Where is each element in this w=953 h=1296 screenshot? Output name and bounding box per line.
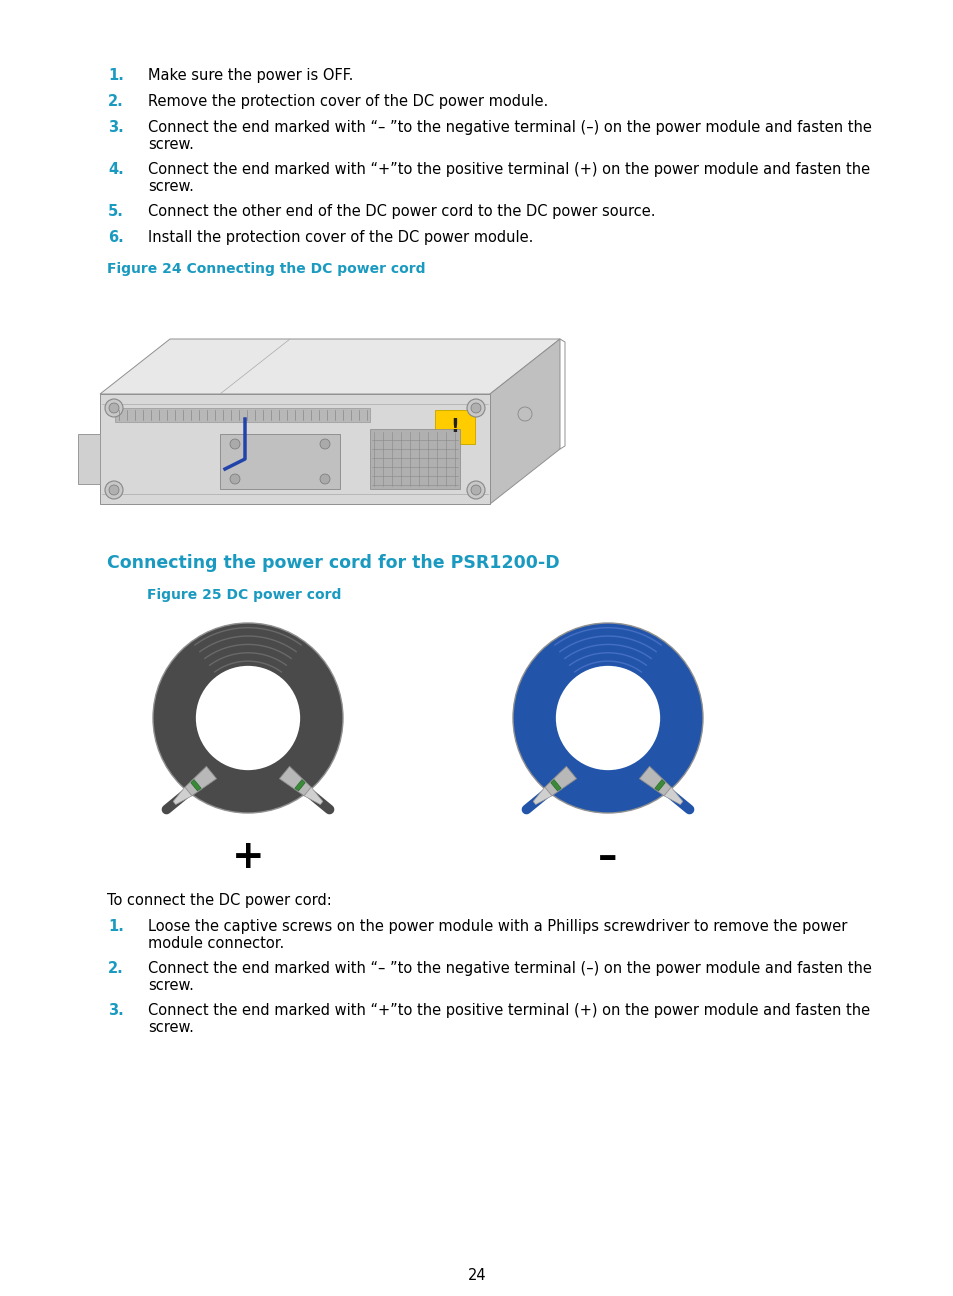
Text: Connect the other end of the DC power cord to the DC power source.: Connect the other end of the DC power co… (148, 203, 655, 219)
Circle shape (109, 485, 119, 495)
Circle shape (230, 439, 240, 448)
Text: Connect the end marked with “– ”to the negative terminal (–) on the power module: Connect the end marked with “– ”to the n… (148, 121, 871, 135)
Text: Connect the end marked with “+”to the positive terminal (+) on the power module : Connect the end marked with “+”to the po… (148, 162, 869, 178)
Text: 24: 24 (467, 1267, 486, 1283)
Polygon shape (173, 787, 192, 805)
FancyBboxPatch shape (78, 434, 100, 483)
Polygon shape (533, 787, 551, 805)
Circle shape (105, 399, 123, 417)
Text: Loose the captive screws on the power module with a Phillips screwdriver to remo: Loose the captive screws on the power mo… (148, 919, 846, 934)
Text: Figure 25 DC power cord: Figure 25 DC power cord (147, 588, 341, 603)
Polygon shape (294, 780, 305, 791)
Circle shape (105, 481, 123, 499)
Text: Connect the end marked with “– ”to the negative terminal (–) on the power module: Connect the end marked with “– ”to the n… (148, 962, 871, 976)
Text: 3.: 3. (108, 1003, 124, 1017)
Text: screw.: screw. (148, 137, 193, 152)
Circle shape (109, 403, 119, 413)
Text: 2.: 2. (108, 95, 124, 109)
Text: 1.: 1. (108, 67, 124, 83)
Text: screw.: screw. (148, 179, 193, 194)
Polygon shape (304, 787, 322, 805)
Circle shape (319, 439, 330, 448)
Text: Remove the protection cover of the DC power module.: Remove the protection cover of the DC po… (148, 95, 548, 109)
Text: To connect the DC power cord:: To connect the DC power cord: (107, 893, 332, 908)
Circle shape (467, 399, 484, 417)
Polygon shape (191, 780, 201, 791)
Text: Make sure the power is OFF.: Make sure the power is OFF. (148, 67, 353, 83)
Polygon shape (100, 394, 490, 504)
Circle shape (230, 474, 240, 483)
FancyBboxPatch shape (115, 408, 370, 422)
Text: Connect the end marked with “+”to the positive terminal (+) on the power module : Connect the end marked with “+”to the po… (148, 1003, 869, 1017)
Text: –: – (598, 839, 618, 876)
Text: module connector.: module connector. (148, 936, 284, 951)
Text: !: ! (450, 417, 459, 437)
Text: Install the protection cover of the DC power module.: Install the protection cover of the DC p… (148, 229, 533, 245)
Polygon shape (490, 340, 559, 504)
Text: screw.: screw. (148, 978, 193, 993)
Text: 1.: 1. (108, 919, 124, 934)
Circle shape (471, 403, 480, 413)
Circle shape (471, 485, 480, 495)
Text: 5.: 5. (108, 203, 124, 219)
Polygon shape (639, 766, 671, 796)
Text: 4.: 4. (108, 162, 124, 178)
Polygon shape (279, 766, 311, 796)
Polygon shape (550, 780, 560, 791)
Polygon shape (654, 780, 664, 791)
Circle shape (467, 481, 484, 499)
Text: +: + (232, 839, 264, 876)
Text: 2.: 2. (108, 962, 124, 976)
FancyBboxPatch shape (370, 429, 459, 489)
FancyBboxPatch shape (435, 410, 475, 445)
Circle shape (319, 474, 330, 483)
Text: 3.: 3. (108, 121, 124, 135)
Circle shape (206, 677, 290, 759)
Circle shape (566, 677, 649, 759)
Text: Connecting the power cord for the PSR1200-D: Connecting the power cord for the PSR120… (107, 553, 559, 572)
Polygon shape (544, 766, 576, 796)
Polygon shape (185, 766, 216, 796)
Text: 6.: 6. (108, 229, 124, 245)
Circle shape (517, 407, 532, 421)
Polygon shape (663, 787, 682, 805)
Polygon shape (100, 340, 559, 394)
Text: Figure 24 Connecting the DC power cord: Figure 24 Connecting the DC power cord (107, 262, 425, 276)
Text: screw.: screw. (148, 1020, 193, 1036)
FancyBboxPatch shape (220, 434, 339, 489)
